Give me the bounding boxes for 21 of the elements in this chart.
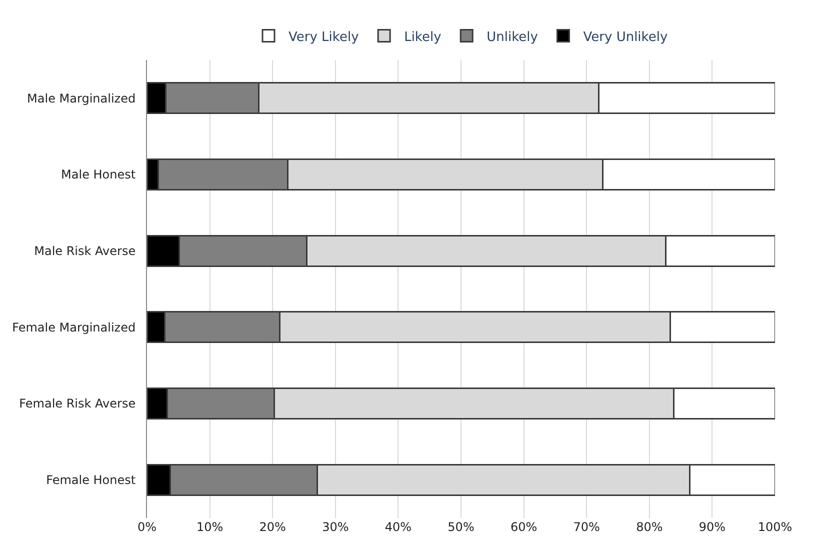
x-tick-label: 40% <box>384 520 412 534</box>
x-tick-label: 20% <box>259 520 286 534</box>
x-tick-label: 60% <box>510 520 538 534</box>
y-tick-label: Male Honest <box>61 168 136 182</box>
legend-label: Unlikely <box>486 30 538 45</box>
x-tick-label: 80% <box>636 520 663 534</box>
legend-label: Very Unlikely <box>583 30 668 45</box>
y-tick-label: Female Risk Averse <box>19 396 136 411</box>
legend-label: Very Likely <box>288 30 360 45</box>
y-tick-label: Female Honest <box>46 473 136 488</box>
x-tick-label: 0% <box>137 520 157 534</box>
x-tick-label: 70% <box>573 520 600 534</box>
y-tick-label: Female Marginalized <box>12 320 136 334</box>
x-tick-label: 30% <box>322 520 349 534</box>
x-tick-label: 50% <box>448 520 474 534</box>
x-tick-label: 100% <box>758 520 792 534</box>
y-tick-label: Male Risk Averse <box>34 244 136 258</box>
y-tick-label: Male Marginalized <box>27 91 136 106</box>
legend-label: Likely <box>404 30 442 45</box>
x-tick-label: 90% <box>698 520 726 534</box>
x-tick-label: 10% <box>196 520 224 534</box>
